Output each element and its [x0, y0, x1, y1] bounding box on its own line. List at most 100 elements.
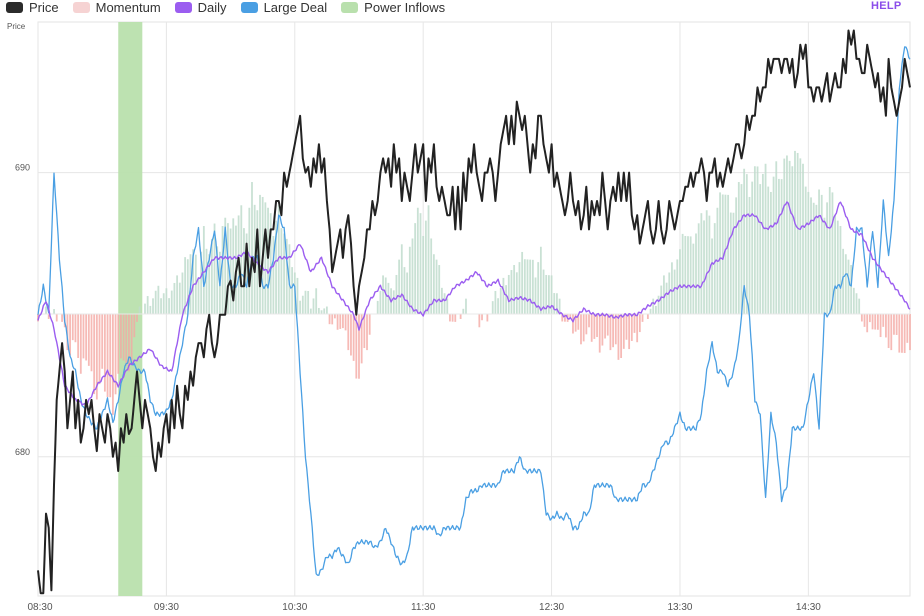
momentum-bar-negative — [90, 314, 93, 372]
momentum-bar-positive — [826, 202, 828, 314]
x-tick-label: 10:30 — [282, 602, 307, 613]
momentum-bar-negative — [454, 314, 457, 322]
momentum-bar-negative — [336, 314, 339, 330]
momentum-bar-positive — [154, 290, 157, 314]
momentum-bar-positive — [502, 277, 505, 314]
momentum-bar-negative — [352, 314, 355, 361]
momentum-bar-positive — [446, 298, 449, 314]
momentum-bar-positive — [719, 192, 721, 314]
legend-power-inflows[interactable]: Power Inflows — [341, 0, 445, 15]
momentum-bar-positive — [523, 259, 526, 314]
momentum-bar-negative — [585, 314, 588, 335]
momentum-bar-negative — [347, 314, 350, 351]
momentum-bar-positive — [810, 197, 812, 314]
momentum-bar-negative — [622, 314, 625, 349]
power-inflows-band — [118, 22, 143, 596]
momentum-bar-positive — [376, 300, 379, 314]
momentum-bar-negative — [342, 314, 344, 329]
momentum-bar-positive — [264, 202, 267, 314]
momentum-bar-negative — [879, 314, 882, 338]
momentum-bar-negative — [601, 314, 604, 346]
momentum-bar-positive — [753, 166, 756, 314]
momentum-bar-positive — [794, 150, 796, 314]
momentum-bar-positive — [663, 275, 665, 314]
momentum-bar-negative — [895, 314, 898, 335]
momentum-bar-positive — [654, 305, 657, 314]
momentum-bar-positive — [780, 179, 783, 314]
momentum-bar-positive — [384, 277, 387, 314]
legend-daily[interactable]: Daily — [174, 0, 227, 15]
momentum-bar-negative — [577, 314, 580, 330]
y-tick-label: 680 — [15, 447, 30, 457]
momentum-bar-positive — [751, 181, 754, 314]
momentum-bar-negative — [117, 314, 120, 374]
momentum-bar-negative — [47, 314, 50, 319]
momentum-bar-positive — [788, 160, 791, 314]
momentum-bar-positive — [465, 298, 467, 314]
momentum-bar-negative — [114, 314, 117, 395]
momentum-bar-positive — [708, 215, 711, 314]
momentum-bar-positive — [513, 265, 516, 314]
legend-momentum[interactable]: Momentum — [72, 0, 161, 15]
momentum-bar-negative — [580, 314, 582, 345]
momentum-bar-positive — [679, 249, 681, 314]
momentum-bar-positive — [553, 293, 556, 314]
momentum-bar-negative — [890, 314, 893, 351]
legend-price[interactable]: Price — [6, 0, 59, 15]
momentum-bar-positive — [432, 254, 435, 314]
momentum-bar-negative — [590, 314, 593, 342]
momentum-bar-positive — [547, 275, 550, 314]
momentum-bar-positive — [534, 277, 537, 314]
momentum-bar-negative — [339, 314, 342, 329]
momentum-bar-positive — [772, 176, 775, 314]
momentum-bar-positive — [213, 223, 216, 314]
momentum-bar-negative — [77, 314, 80, 358]
momentum-bar-positive — [245, 233, 248, 314]
power-inflows-swatch — [341, 1, 359, 13]
momentum-bar-negative — [128, 314, 130, 372]
momentum-bar-positive — [737, 182, 740, 314]
momentum-bar-positive — [539, 246, 542, 314]
momentum-bar-positive — [815, 204, 818, 314]
momentum-bar-positive — [724, 194, 727, 314]
momentum-bar-positive — [510, 270, 513, 314]
momentum-bar-positive — [178, 282, 181, 314]
momentum-bar-positive — [761, 173, 764, 314]
momentum-bar-positive — [157, 285, 160, 314]
momentum-bar-negative — [574, 314, 577, 332]
momentum-bar-negative — [630, 314, 633, 341]
momentum-bar-positive — [807, 191, 810, 314]
momentum-bar-positive — [435, 259, 438, 314]
momentum-bar-negative — [593, 314, 596, 339]
momentum-bar-positive — [275, 220, 277, 314]
momentum-bar-positive — [323, 308, 326, 314]
momentum-bar-negative — [133, 314, 136, 338]
legend-label-momentum: Momentum — [95, 0, 161, 15]
momentum-bar-positive — [545, 274, 548, 314]
y-axis-title: Price — [7, 22, 26, 31]
momentum-bar-positive — [687, 236, 689, 314]
momentum-bar-negative — [614, 314, 617, 345]
momentum-bar-positive — [671, 262, 673, 314]
momentum-bar-positive — [232, 218, 235, 314]
legend-large-deal[interactable]: Large Deal — [240, 0, 327, 15]
momentum-bar-negative — [130, 314, 133, 363]
momentum-bar-positive — [216, 246, 219, 314]
momentum-bar-negative — [617, 314, 620, 360]
momentum-bar-negative — [366, 314, 368, 351]
momentum-bar-positive — [556, 293, 558, 314]
momentum-bar-positive — [727, 194, 730, 314]
momentum-bar-positive — [299, 300, 302, 314]
momentum-bar-positive — [267, 207, 269, 314]
momentum-bar-negative — [486, 314, 489, 322]
momentum-bar-positive — [518, 262, 521, 314]
momentum-bar-positive — [834, 215, 837, 314]
help-button[interactable]: HELP — [871, 0, 902, 12]
momentum-bar-positive — [312, 298, 315, 314]
momentum-bar-positive — [277, 205, 280, 314]
momentum-bar-positive — [850, 265, 853, 314]
momentum-bar-negative — [111, 314, 114, 415]
momentum-bar-negative — [866, 314, 869, 333]
momentum-bar-positive — [665, 282, 668, 314]
